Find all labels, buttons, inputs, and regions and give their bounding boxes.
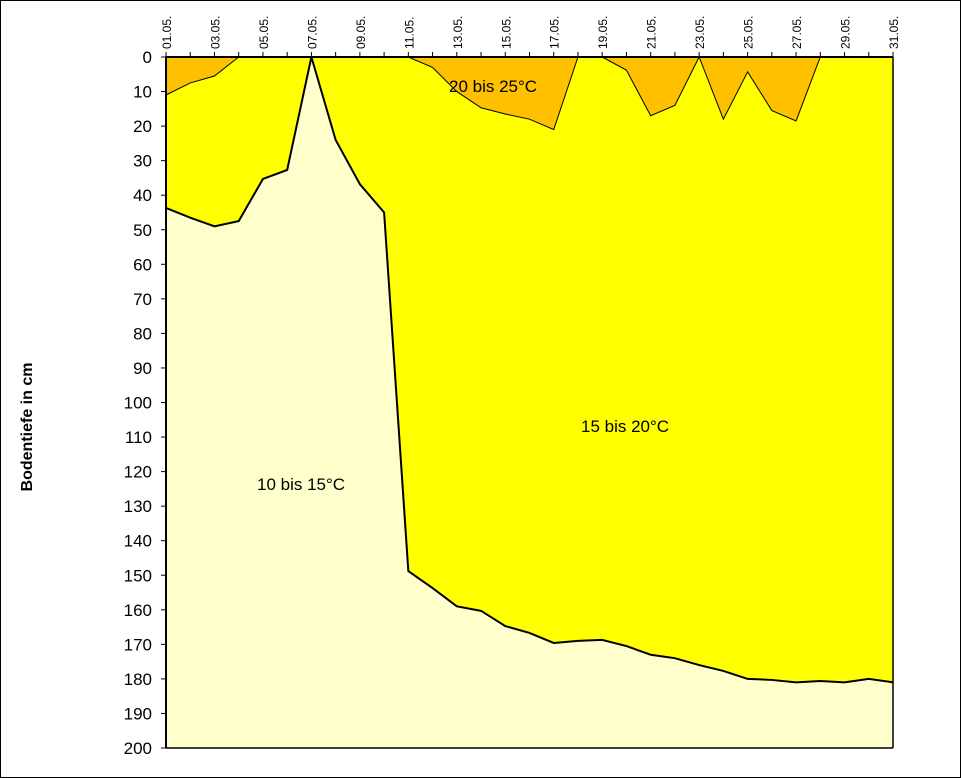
- isotherm-15-line: [165, 56, 894, 684]
- y-tick-label: 130: [124, 497, 152, 516]
- y-tick-label: 100: [124, 394, 152, 413]
- x-tick-label: 03.05.: [208, 16, 222, 49]
- y-tick-label: 40: [133, 186, 152, 205]
- x-tick-label: 11.05.: [402, 17, 416, 49]
- y-tick-label: 30: [133, 152, 152, 171]
- x-tick-label: 31.05.: [887, 16, 901, 49]
- label-10-15: 10 bis 15°C: [257, 475, 345, 494]
- x-tick-label: 29.05.: [839, 16, 853, 49]
- x-tick-label: 27.05.: [790, 16, 804, 49]
- x-tick-label: 07.05.: [305, 16, 319, 49]
- y-tick-label: 80: [133, 324, 152, 343]
- x-tick-label: 23.05.: [693, 16, 707, 49]
- x-tick-label: 17.05.: [548, 16, 562, 49]
- y-tick-label: 90: [133, 359, 152, 378]
- y-tick-label: 20: [133, 117, 152, 136]
- x-tick-label: 25.05.: [742, 16, 756, 49]
- y-axis-title: Bodentiefe in cm: [19, 363, 36, 492]
- y-tick-label: 160: [124, 601, 152, 620]
- x-tick-label: 21.05.: [645, 16, 659, 49]
- y-tick-label: 70: [133, 290, 152, 309]
- y-tick-label: 180: [124, 670, 152, 689]
- y-tick-label: 190: [124, 704, 152, 723]
- label-15-20: 15 bis 20°C: [581, 417, 669, 436]
- x-tick-label: 19.05.: [596, 16, 610, 49]
- x-tick-label: 09.05.: [354, 16, 368, 49]
- y-tick-label: 50: [133, 221, 152, 240]
- y-tick-label: 140: [124, 532, 152, 551]
- y-tick-label: 60: [133, 255, 152, 274]
- y-tick-label: 150: [124, 566, 152, 585]
- area-20-25: [166, 57, 893, 130]
- x-tick-label: 05.05.: [257, 16, 271, 49]
- x-tick-label: 13.05.: [451, 16, 465, 49]
- y-tick-label: 120: [124, 463, 152, 482]
- y-tick-label: 0: [143, 48, 152, 67]
- y-tick-label: 110: [125, 428, 152, 447]
- y-tick-label: 200: [124, 739, 152, 758]
- x-tick-label: 15.05.: [499, 16, 513, 49]
- y-tick-label: 170: [124, 635, 152, 654]
- x-tick-label: 01.05.: [160, 16, 174, 49]
- area-10-15: [166, 57, 893, 748]
- label-20-25: 20 bis 25°C: [449, 77, 537, 96]
- y-tick-label: 10: [133, 83, 152, 102]
